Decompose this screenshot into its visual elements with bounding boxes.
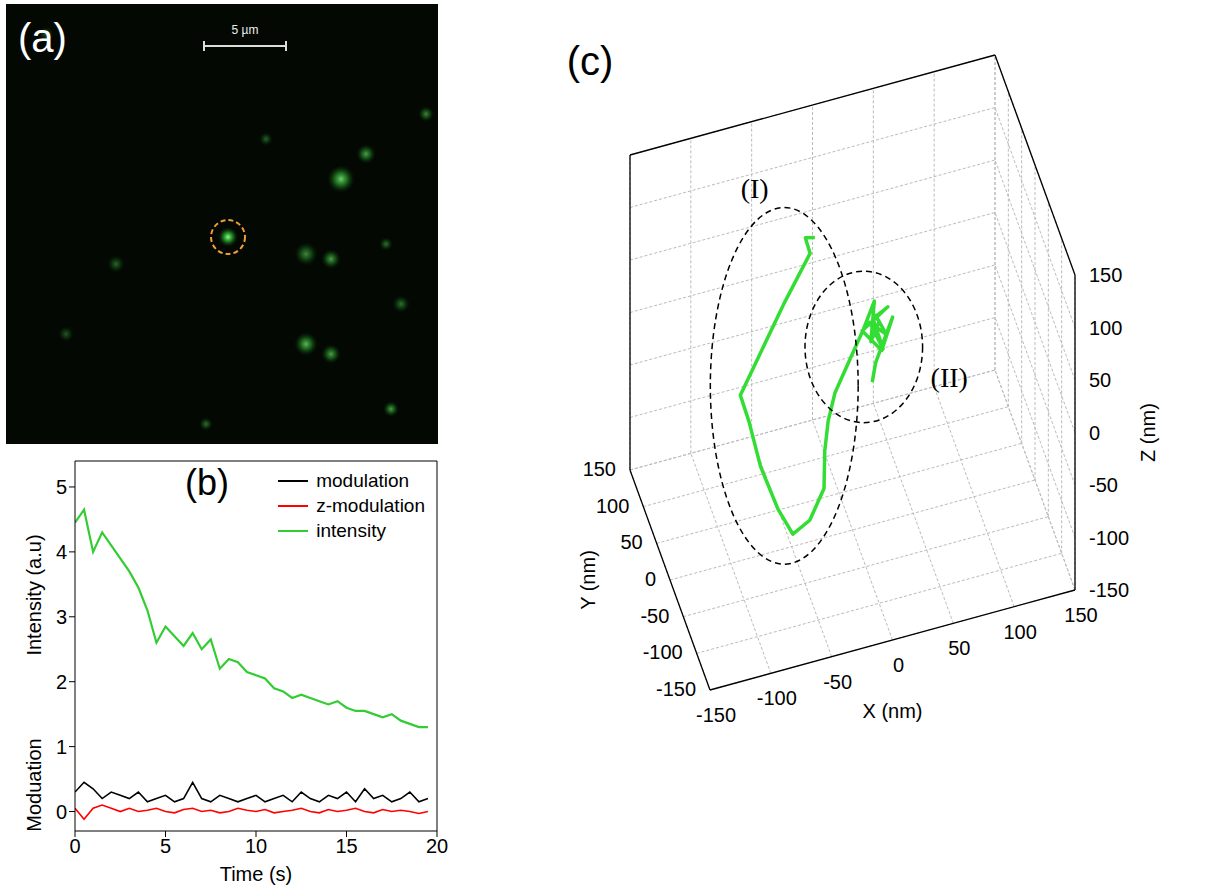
svg-text:2: 2 xyxy=(56,671,67,693)
svg-text:50: 50 xyxy=(620,531,642,553)
html-text:z-modulation: z-modulation xyxy=(316,494,425,516)
svg-text:0: 0 xyxy=(69,835,80,857)
svg-text:-50: -50 xyxy=(640,605,669,627)
svg-text:Time (s): Time (s) xyxy=(220,863,293,885)
svg-text:5: 5 xyxy=(160,835,171,857)
svg-text:X (nm): X (nm) xyxy=(863,700,923,722)
svg-text:-100: -100 xyxy=(757,687,797,709)
svg-text:150: 150 xyxy=(1089,264,1122,286)
svg-text:(c): (c) xyxy=(567,39,614,83)
svg-text:-150: -150 xyxy=(1089,579,1129,601)
svg-text:50: 50 xyxy=(1089,369,1111,391)
svg-text:150: 150 xyxy=(583,458,616,480)
svg-text:-100: -100 xyxy=(1089,527,1129,549)
svg-text:100: 100 xyxy=(1089,317,1122,339)
svg-text:50: 50 xyxy=(948,637,970,659)
svg-text:5 µm: 5 µm xyxy=(232,23,259,37)
svg-text:(a): (a) xyxy=(18,16,67,60)
svg-text:10: 10 xyxy=(245,835,267,857)
svg-text:0: 0 xyxy=(1089,422,1100,444)
html-text:(b): (b) xyxy=(185,462,229,503)
svg-text:-150: -150 xyxy=(656,678,696,700)
svg-text:(II): (II) xyxy=(931,362,968,393)
svg-text:100: 100 xyxy=(596,495,629,517)
svg-text:-50: -50 xyxy=(1089,474,1118,496)
svg-text:0: 0 xyxy=(56,801,67,823)
svg-text:(I): (I) xyxy=(741,173,769,204)
html-text:intensity: intensity xyxy=(316,519,386,541)
html-text:modulation: modulation xyxy=(316,469,410,491)
svg-text:0: 0 xyxy=(645,568,656,590)
html-text:Intensity (a.u): Intensity (a.u) xyxy=(22,534,45,656)
svg-text:20: 20 xyxy=(426,835,448,857)
svg-text:150: 150 xyxy=(1064,604,1097,626)
svg-text:5: 5 xyxy=(56,476,67,498)
svg-text:4: 4 xyxy=(56,541,67,563)
svg-text:3: 3 xyxy=(56,606,67,628)
svg-text:-150: -150 xyxy=(696,704,736,726)
svg-text:Z (nm): Z (nm) xyxy=(1137,403,1159,462)
svg-text:0: 0 xyxy=(893,654,904,676)
html-text:Moduation: Moduation xyxy=(22,738,45,832)
svg-text:15: 15 xyxy=(335,835,357,857)
svg-text:1: 1 xyxy=(56,736,67,758)
svg-text:100: 100 xyxy=(1003,621,1036,643)
svg-text:-50: -50 xyxy=(823,671,852,693)
svg-text:-100: -100 xyxy=(643,641,683,663)
svg-text:Y (nm): Y (nm) xyxy=(577,550,599,610)
